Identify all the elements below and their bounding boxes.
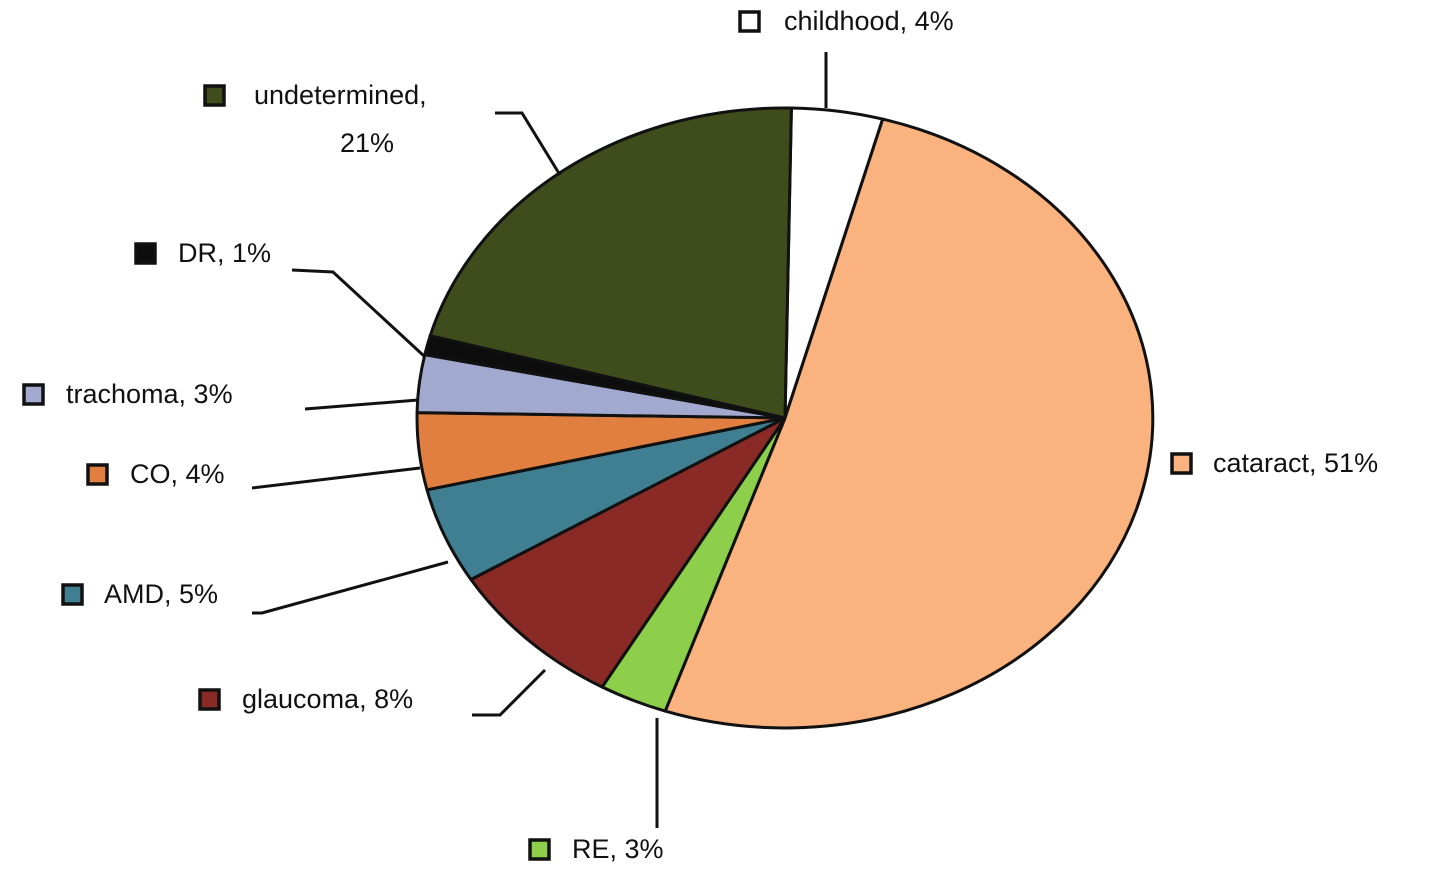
leader-line-trachoma [304,398,419,411]
leader-line-undetermined [495,111,562,176]
legend-swatch-dr [134,242,157,265]
legend-swatch-amd [61,583,84,606]
slice-label-amd: AMD, 5% [104,579,218,609]
pie-slice-glaucoma [469,416,787,689]
slice-label-undetermined: undetermined, 21% [254,80,427,158]
legend-swatch-childhood [738,10,761,33]
legend-swatch-trachoma [22,383,45,406]
slice-label-dr: DR, 1% [178,238,271,268]
leader-line-glaucoma [472,668,547,717]
legend-swatch-cataract [1170,452,1193,475]
slice-label-re: RE, 3% [572,834,664,864]
slice-label-trachoma: trachoma, 3% [66,379,233,409]
pie-slice-cataract [663,117,1155,730]
slice-labels: childhood, 4% cataract, 51% RE, 3% glaucoma… [22,6,1378,864]
slice-label-co: CO, 4% [130,459,225,489]
legend-swatch-undetermined [203,84,226,107]
pie-slices [415,106,1155,730]
leader-line-dr [291,268,426,358]
slice-label-cataract: cataract, 51% [1213,448,1378,478]
slice-label-childhood: childhood, 4% [784,6,954,36]
leader-line-amd [252,560,449,615]
legend-swatch-co [86,463,109,486]
slice-label-glaucoma: glaucoma, 8% [242,684,413,714]
legend-swatch-glaucoma [198,688,221,711]
legend-swatch-re [528,838,551,861]
leader-lines [251,52,828,828]
leader-line-co [251,466,421,490]
pie-slice-undetermined [428,106,793,420]
